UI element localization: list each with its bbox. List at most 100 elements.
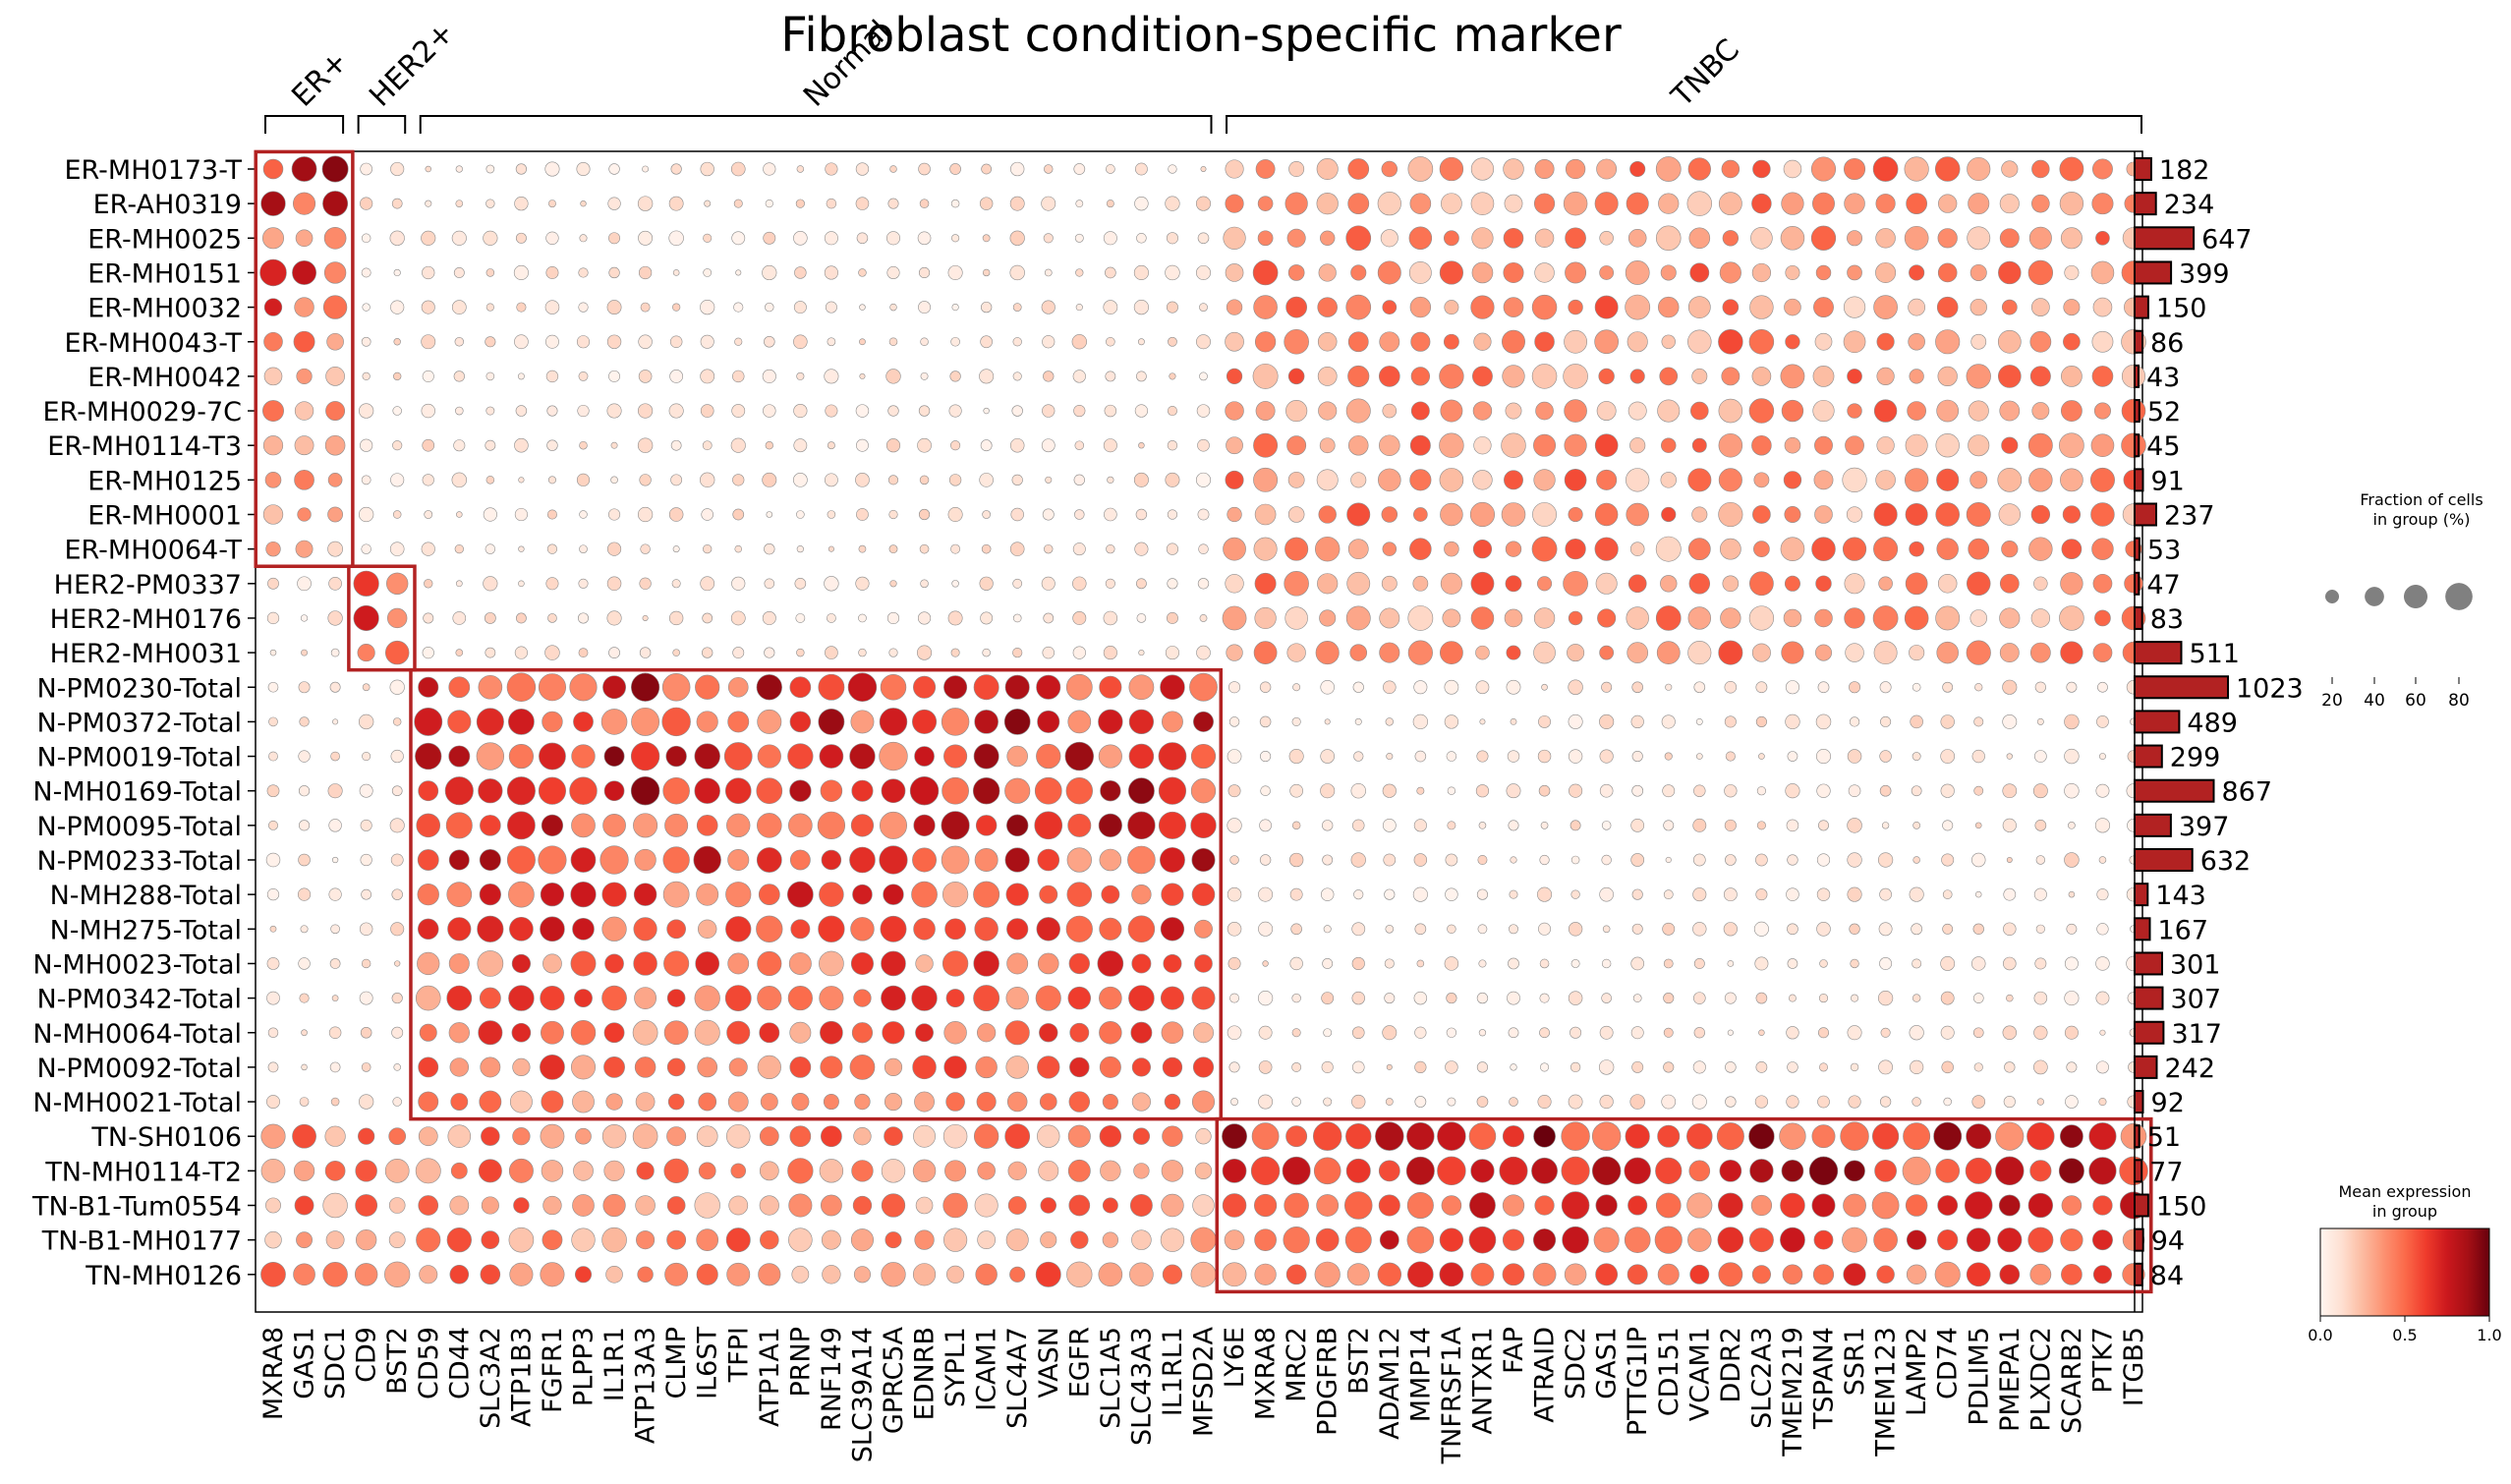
dot-ER-MH0173-T-PLXDC2 [2031,159,2050,179]
dot-N-PM0233-Total-PLXDC2 [2035,855,2046,865]
dot-TN-SH0106-FGFR1 [540,1123,565,1149]
dot-TN-B1-MH0177-MMP14 [1406,1226,1435,1254]
dot-N-PM0230-Total-MXRA8 [267,681,279,693]
dot-N-MH0023-Total-CLMP [663,950,690,977]
dot-ER-MH0025-ATRAID [1534,228,1555,249]
dot-N-PM0233-Total-FGFR1 [538,845,567,875]
dot-TN-B1-Tum0554-RNF149 [821,1194,842,1217]
dot-TN-B1-MH0177-CD9 [355,1229,377,1251]
dot-ER-MH0043-T-SLC1A5 [1106,336,1115,347]
dot-N-MH0064-Total-ANTXR1 [1478,1029,1487,1037]
dot-N-PM0095-Total-FAP [1508,820,1519,831]
sample-label: ER-MH0125 [87,466,242,496]
gene-label: VCAM1 [1684,1327,1715,1421]
dot-N-MH0023-Total-SLC2A3 [1754,956,1769,971]
dot-N-PM0342-Total-SLC2A3 [1755,992,1768,1004]
dot-N-MH0169-Total-VASN [1034,776,1062,805]
dot-N-PM0372-Total-VCAM1 [1695,717,1703,725]
dot-ER-AH0319-ATP13A3 [637,196,654,211]
gene-label: TSPAN4 [1809,1327,1840,1430]
dot-N-MH0021-Total-CD151 [1661,1094,1677,1110]
dot-ER-MH0025-IL1R1 [608,232,621,245]
dot-HER2-PM0337-SDC2 [1563,570,1588,597]
dot-N-MH0023-Total-SLC4A7 [1006,952,1029,975]
dot-N-MH0169-Total-SSR1 [1848,784,1861,797]
dot-N-MH0021-Total-TMEM219 [1786,1095,1799,1109]
dot-N-PM0342-Total-VASN [1035,985,1061,1011]
dot-HER2-MH0176-FGFR1 [547,613,557,623]
dot-N-PM0019-Total-VASN [1036,743,1061,770]
dot-TN-MH0126-SCARB2 [2061,1263,2083,1285]
dot-TN-B1-Tum0554-SDC1 [322,1192,348,1219]
dot-ER-MH0151-VASN [1044,268,1053,277]
dot-ER-MH0114-T3-SDC1 [324,434,346,456]
dot-ER-MH0114-T3-ATP13A3 [637,437,654,453]
dot-N-PM0233-Total-SCARB2 [2064,852,2080,868]
dot-TN-MH0114-T2-TNFRSF1A [1437,1156,1466,1186]
dot-N-PM0092-Total-BST2 [393,1063,401,1071]
dot-ER-MH0025-DDR2 [1722,230,1740,247]
dot-HER2-MH0176-SLC3A2 [484,612,496,624]
dot-N-PM0230-Total-SDC1 [329,681,341,693]
dot-HER2-MH0176-MRC2 [1284,606,1308,630]
dot-HER2-MH0031-SLC4A7 [1012,648,1023,658]
dot-N-MH288-Total-CD44 [446,882,473,908]
gene-label: TMEM219 [1778,1327,1808,1457]
dot-HER2-PM0337-BST2 [1346,571,1371,596]
dot-ER-MH0025-ATP1A1 [763,231,776,245]
dot-N-MH275-Total-CD151 [1662,922,1676,936]
dot-TN-MH0126-PRNP [791,1265,810,1284]
dot-ER-MH0064-T-MFSD2A [1198,543,1209,554]
count-label: 150 [2156,294,2207,324]
dot-ER-MH0151-CLMP [672,269,680,276]
sample-label: N-PM0342-Total [36,985,242,1015]
sample-label: ER-MH0001 [87,501,242,532]
dot-HER2-MH0176-IL1R1 [606,610,622,626]
dot-N-MH0023-Total-PTTG1IP [1630,956,1644,971]
dot-ER-MH0043-T-PTK7 [2091,330,2114,353]
dot-ER-MH0125-PMEPA1 [1997,468,2023,492]
dot-TN-SH0106-ATRAID [1533,1124,1556,1148]
dot-TN-MH0114-T2-SLC3A2 [478,1159,502,1183]
group-bracket-TNBC [1226,115,2142,134]
dot-N-PM0230-Total-IL1R1 [602,675,626,700]
dot-ER-MH0125-MFSD2A [1195,472,1212,487]
dot-ER-MH0042-SSR1 [1847,369,1862,384]
dot-ER-MH0042-PTTG1IP [1629,369,1645,384]
dot-ER-MH0032-PLXDC2 [2030,298,2050,316]
dot-ER-MH0025-PTK7 [2095,230,2110,246]
dot-ER-MH0114-T3-SLC2A3 [1751,434,1772,456]
dot-N-MH0021-Total-SDC2 [1568,1094,1583,1110]
dot-ER-MH0125-PRNP [793,473,808,487]
highlight-box-3 [1215,1116,2153,1294]
dot-ER-MH0114-T3-SDC2 [1564,433,1587,457]
dot-N-PM0233-Total-TFPI [727,848,750,872]
dot-ER-MH0114-T3-EGFR [1074,440,1085,450]
dot-N-MH288-Total-FGFR1 [540,883,565,907]
dot-N-PM0342-Total-MXRA8 [1257,990,1274,1006]
dot-ER-MH0173-T-SLC1A5 [1105,164,1115,174]
dot-ER-MH0151-SDC2 [1565,261,1587,284]
dot-TN-MH0114-T2-BST2 [1345,1158,1371,1183]
dot-N-MH275-Total-EDNRB [913,918,936,941]
dot-N-PM0092-Total-PTK7 [2095,1060,2109,1074]
dot-ER-MH0001-GPRC5A [888,509,898,520]
dot-ER-MH0042-PDLIM5 [1966,364,1991,389]
dot-ER-AH0319-PTK7 [2091,193,2114,215]
count-bar-TN-MH0114-T2 [2134,1159,2143,1183]
dot-N-PM0372-Total-PDLIM5 [1973,716,1984,727]
dot-ER-MH0125-TMEM219 [1783,471,1802,489]
dot-TN-B1-MH0177-RNF149 [821,1229,841,1250]
dot-ER-MH0029-7C-FAP [1505,402,1522,420]
dot-TN-MH0114-T2-MFSD2A [1194,1162,1213,1180]
dot-N-MH0021-Total-PRNP [791,1093,810,1112]
dot-HER2-MH0176-MMP14 [1407,605,1434,631]
dot-N-MH0064-Total-CD151 [1663,1027,1674,1038]
dot-ER-MH0032-MRC2 [1285,296,1307,318]
dot-ER-MH0042-EGFR [1072,370,1086,383]
dot-N-MH0169-Total-TMEM123 [1879,784,1892,797]
dot-ER-MH0125-VCAM1 [1687,468,1712,492]
dot-ER-MH0029-7C-ATP13A3 [638,403,654,419]
dot-N-PM0095-Total-LY6E [1227,818,1242,833]
